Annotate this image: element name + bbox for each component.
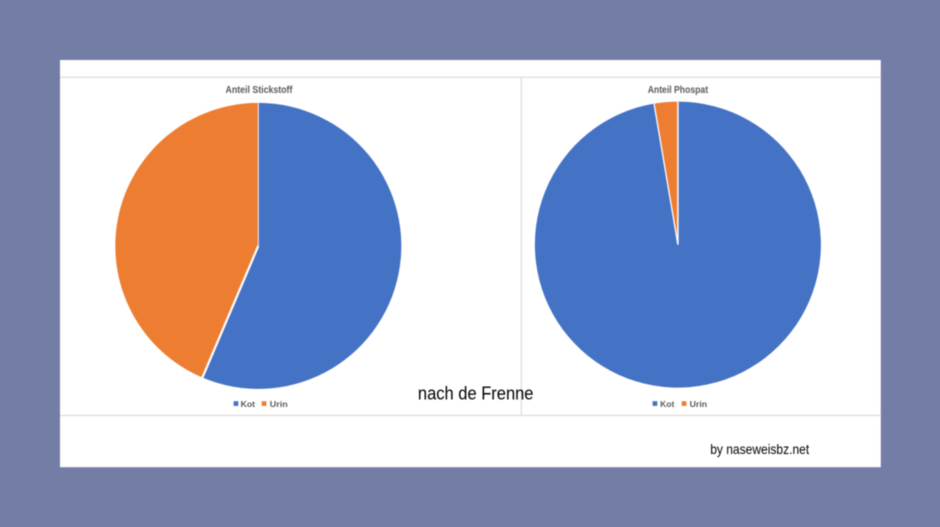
svg-text:Urin: Urin: [690, 399, 708, 409]
svg-text:Anteil Stickstoff: Anteil Stickstoff: [226, 85, 294, 96]
svg-text:Kot: Kot: [660, 399, 674, 409]
svg-text:Urin: Urin: [270, 399, 288, 409]
svg-text:by naseweisbz.net: by naseweisbz.net: [710, 442, 809, 457]
svg-text:Anteil Phospat: Anteil Phospat: [648, 85, 709, 96]
svg-text:nach de Frenne: nach de Frenne: [418, 382, 534, 403]
svg-text:Kot: Kot: [241, 399, 256, 409]
